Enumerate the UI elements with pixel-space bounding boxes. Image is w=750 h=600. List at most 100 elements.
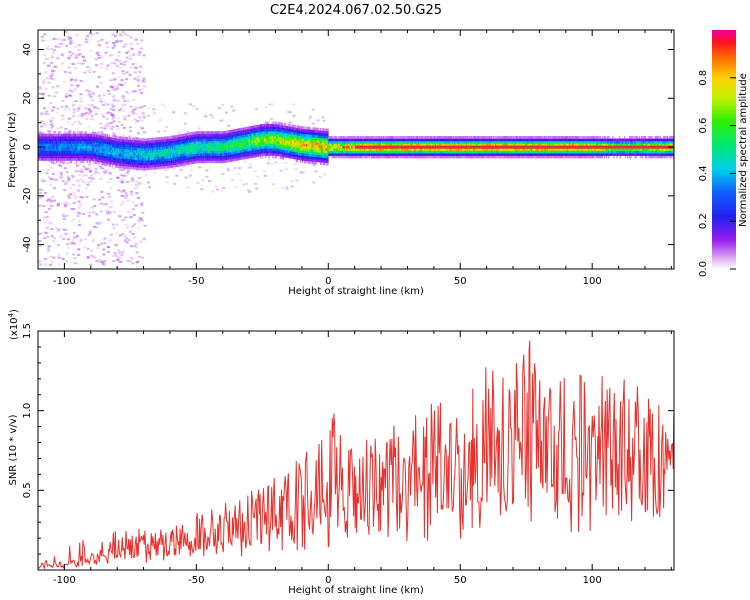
spectrogram-cell: [297, 147, 300, 151]
spectrogram-cell: [122, 146, 124, 150]
spectrogram-cell: [118, 158, 120, 161]
spectrogram-cell: [181, 146, 183, 149]
spectrogram-cell: [98, 152, 100, 155]
spectrogram-noise-cell: [138, 71, 142, 74]
spectrogram-cell: [277, 121, 280, 125]
spectrogram-noise-cell: [243, 160, 247, 163]
spectrogram-cell: [266, 138, 268, 142]
spectrogram-cell: [92, 138, 95, 142]
spectrogram-cell: [54, 133, 57, 137]
spectrogram-cell: [124, 153, 126, 157]
spectrogram-cell: [168, 155, 171, 159]
spectrogram-cell: [105, 148, 107, 152]
spectrogram-cell: [58, 148, 60, 152]
spectrogram-cell: [115, 164, 117, 168]
spectrogram-cell: [181, 151, 183, 154]
spectrogram-cell: [153, 157, 155, 160]
spectrogram-cell: [300, 148, 303, 151]
spectrogram-noise-cell: [39, 263, 43, 266]
spectrogram-cell: [327, 138, 329, 142]
spectrogram-cell: [316, 132, 319, 136]
spectrogram-noise-cell: [124, 216, 128, 219]
spectrogram-cell: [318, 142, 321, 146]
spectrogram-cell: [38, 133, 40, 137]
spectrogram-cell: [115, 160, 117, 163]
spectrogram-cell: [249, 136, 251, 139]
spectrogram-cell: [242, 149, 245, 153]
spectrogram-cell: [111, 152, 114, 155]
spectrogram-cell: [40, 155, 42, 159]
spectrogram-cell: [147, 138, 150, 141]
spectrogram-cell: [43, 133, 45, 137]
spectrogram-noise-cell: [65, 243, 69, 246]
spectrogram-noise-cell: [127, 100, 131, 103]
spectrogram-cell: [236, 140, 238, 144]
spectrogram-cell: [224, 145, 227, 149]
spectrogram-cell: [143, 160, 145, 164]
spectrogram-noise-cell: [139, 240, 143, 243]
spectrogram-noise-cell: [88, 170, 92, 173]
spectrogram-cell: [49, 138, 52, 142]
spectrogram-cell: [180, 151, 182, 154]
spectrogram-cell: [162, 163, 164, 167]
spectrogram-noise-cell: [157, 130, 161, 133]
spectrogram-noise-cell: [137, 227, 141, 230]
spectrogram-cell: [135, 147, 137, 151]
spectrogram-cell: [198, 153, 200, 156]
spectrogram-cell: [340, 136, 343, 139]
spectrogram-cell: [234, 143, 236, 147]
spectrogram-cell: [78, 148, 80, 152]
spectrogram-cell: [142, 160, 144, 164]
spectrogram-cell: [200, 150, 202, 154]
spectrogram-cell: [166, 138, 169, 142]
spectrogram-cell: [55, 143, 58, 147]
spectrogram-cell: [270, 148, 272, 152]
spectrogram-cell: [290, 146, 292, 149]
spectrogram-cell: [102, 138, 104, 141]
spectrogram-cell: [74, 150, 77, 154]
spectrogram-cell: [139, 167, 141, 171]
spectrogram-cell: [153, 164, 155, 168]
spectrogram-noise-cell: [129, 54, 133, 57]
spectrogram-cell: [310, 153, 312, 157]
spectrogram-cell: [38, 136, 40, 139]
spectrogram-cell: [50, 158, 53, 161]
spectrogram-cell: [115, 143, 117, 146]
spectrogram-cell: [244, 146, 247, 150]
spectrogram-cell: [162, 148, 164, 152]
spectrogram-cell: [236, 157, 238, 161]
spectrogram-cell: [308, 126, 310, 130]
spectrogram-cell: [289, 126, 291, 130]
spectrogram-cell: [260, 143, 263, 147]
spectrogram-cell: [169, 155, 172, 159]
spectrogram-cell: [334, 145, 337, 149]
spectrogram-cell: [42, 150, 44, 154]
spectrogram-noise-cell: [72, 232, 76, 235]
spectrogram-cell: [90, 133, 93, 137]
spectrogram-noise-cell: [77, 206, 81, 209]
spectrogram-cell: [141, 162, 143, 166]
spectrogram-noise-cell: [183, 112, 187, 115]
spectrogram-cell: [125, 158, 128, 162]
spectrogram-cell: [66, 155, 68, 159]
spectrogram-cell: [48, 138, 50, 142]
spectrogram-noise-cell: [84, 168, 88, 171]
spectrogram-cell: [274, 128, 276, 132]
spectrogram-cell: [352, 138, 354, 142]
spectrogram-noise-cell: [38, 240, 42, 243]
spectrogram-cell: [280, 137, 283, 140]
spectrogram-noise-cell: [253, 170, 257, 173]
spectrogram-cell: [104, 145, 106, 149]
spectrogram-cell: [136, 154, 138, 158]
spectrogram-noise-cell: [87, 112, 91, 115]
spectrogram-cell: [82, 136, 84, 139]
spectrogram-cell: [221, 160, 224, 164]
spectrogram-cell: [81, 158, 83, 161]
spectrogram-cell: [140, 167, 142, 171]
spectrogram-cell: [128, 149, 131, 153]
spectrogram-noise-cell: [95, 213, 99, 216]
spectrogram-noise-cell: [136, 120, 140, 123]
spectrogram-cell: [168, 141, 171, 144]
spectrogram-cell: [317, 135, 320, 138]
spectrogram-noise-cell: [125, 91, 129, 94]
